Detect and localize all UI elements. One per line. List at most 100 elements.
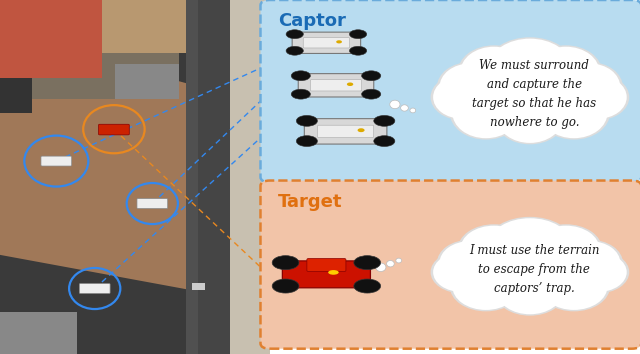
Ellipse shape <box>437 62 503 112</box>
Ellipse shape <box>498 271 562 314</box>
Ellipse shape <box>286 30 303 39</box>
Ellipse shape <box>569 252 627 292</box>
Ellipse shape <box>347 82 353 86</box>
Ellipse shape <box>362 89 381 99</box>
Polygon shape <box>192 283 205 290</box>
Ellipse shape <box>336 40 342 44</box>
Ellipse shape <box>532 226 600 273</box>
Ellipse shape <box>559 241 620 285</box>
Polygon shape <box>186 0 270 354</box>
Ellipse shape <box>374 136 395 147</box>
Text: Target: Target <box>278 193 342 211</box>
FancyBboxPatch shape <box>282 261 371 288</box>
Ellipse shape <box>488 37 573 94</box>
Ellipse shape <box>460 47 527 98</box>
Ellipse shape <box>452 263 520 310</box>
Ellipse shape <box>272 256 299 270</box>
Ellipse shape <box>272 279 299 293</box>
Ellipse shape <box>458 45 530 99</box>
Ellipse shape <box>433 76 491 119</box>
Ellipse shape <box>291 89 310 99</box>
Ellipse shape <box>354 256 381 270</box>
Ellipse shape <box>437 240 503 286</box>
Text: We must surround
and capture the
target so that he has
nowhere to go.: We must surround and capture the target … <box>472 59 596 129</box>
Ellipse shape <box>466 229 594 309</box>
FancyBboxPatch shape <box>41 156 72 166</box>
Ellipse shape <box>286 46 303 55</box>
Ellipse shape <box>328 270 339 275</box>
FancyBboxPatch shape <box>307 258 346 272</box>
Polygon shape <box>0 312 77 354</box>
Polygon shape <box>0 0 179 99</box>
FancyBboxPatch shape <box>305 119 387 144</box>
FancyBboxPatch shape <box>310 80 362 91</box>
Ellipse shape <box>431 74 493 120</box>
Text: I must use the terrain
to escape from the
captors’ trap.: I must use the terrain to escape from th… <box>469 244 600 295</box>
FancyBboxPatch shape <box>298 74 374 97</box>
Ellipse shape <box>540 87 607 138</box>
Ellipse shape <box>488 217 573 269</box>
Ellipse shape <box>296 136 317 147</box>
Ellipse shape <box>498 96 562 143</box>
Ellipse shape <box>450 261 522 312</box>
FancyBboxPatch shape <box>260 181 640 349</box>
Ellipse shape <box>450 86 522 139</box>
Ellipse shape <box>440 241 500 285</box>
Ellipse shape <box>538 261 610 312</box>
Ellipse shape <box>557 62 623 112</box>
Ellipse shape <box>538 86 610 139</box>
Ellipse shape <box>490 218 570 268</box>
FancyBboxPatch shape <box>79 284 110 293</box>
Ellipse shape <box>495 95 564 144</box>
Ellipse shape <box>376 263 386 272</box>
Polygon shape <box>230 0 270 354</box>
Text: Captor: Captor <box>278 12 346 30</box>
Polygon shape <box>115 64 179 99</box>
Ellipse shape <box>463 49 596 139</box>
Ellipse shape <box>296 115 317 126</box>
Ellipse shape <box>569 76 627 119</box>
FancyBboxPatch shape <box>292 32 361 53</box>
FancyBboxPatch shape <box>137 199 168 209</box>
Ellipse shape <box>452 87 520 138</box>
Ellipse shape <box>466 50 594 137</box>
Ellipse shape <box>410 108 416 113</box>
Ellipse shape <box>440 64 500 110</box>
Ellipse shape <box>374 115 395 126</box>
Polygon shape <box>0 0 102 78</box>
Ellipse shape <box>349 46 367 55</box>
FancyBboxPatch shape <box>260 0 640 182</box>
Ellipse shape <box>431 251 493 293</box>
Ellipse shape <box>362 71 381 81</box>
Ellipse shape <box>291 71 310 81</box>
Polygon shape <box>0 78 32 113</box>
Ellipse shape <box>530 45 602 99</box>
Ellipse shape <box>540 263 607 310</box>
Ellipse shape <box>566 74 629 120</box>
Ellipse shape <box>387 261 394 267</box>
Ellipse shape <box>396 258 402 263</box>
Polygon shape <box>0 64 270 290</box>
Ellipse shape <box>559 64 620 110</box>
Ellipse shape <box>460 226 527 273</box>
Ellipse shape <box>532 47 600 98</box>
Polygon shape <box>102 0 186 53</box>
Ellipse shape <box>458 224 530 274</box>
Ellipse shape <box>557 240 623 286</box>
Polygon shape <box>198 0 230 354</box>
Ellipse shape <box>390 100 400 109</box>
Ellipse shape <box>349 30 367 39</box>
Ellipse shape <box>495 269 564 316</box>
Ellipse shape <box>530 224 602 274</box>
Ellipse shape <box>358 128 365 132</box>
FancyBboxPatch shape <box>303 38 349 48</box>
Ellipse shape <box>401 105 408 111</box>
Ellipse shape <box>490 39 570 92</box>
Ellipse shape <box>354 279 381 293</box>
FancyBboxPatch shape <box>99 124 129 135</box>
FancyBboxPatch shape <box>317 125 374 137</box>
Polygon shape <box>0 0 270 354</box>
Ellipse shape <box>433 252 491 292</box>
Ellipse shape <box>566 251 629 293</box>
Ellipse shape <box>463 227 596 311</box>
